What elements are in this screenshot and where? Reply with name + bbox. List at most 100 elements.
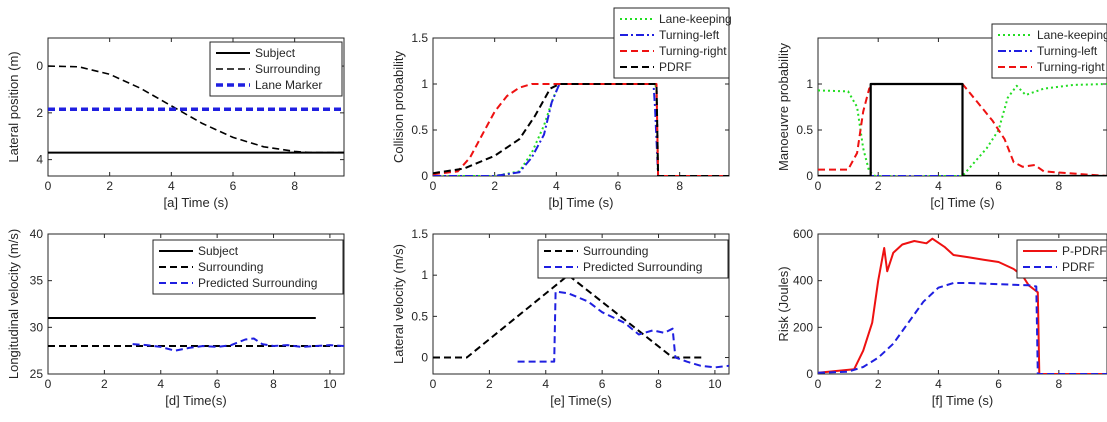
x-tick-label: 0 — [815, 179, 822, 193]
legend-entry: Subject — [198, 244, 239, 258]
plot-frame — [432, 233, 730, 375]
y-tick-label: 35 — [30, 274, 44, 288]
y-tick-label: 25 — [30, 367, 44, 381]
x-tick-label: 2 — [875, 377, 882, 391]
legend-entry: Lane-keeping — [1037, 28, 1107, 42]
x-tick-label: 8 — [1055, 179, 1062, 193]
y-tick-label: 600 — [793, 227, 813, 241]
y-axis-label: Lateral velocity (m/s) — [391, 244, 406, 364]
x-axis-label: [c] Time (s) — [930, 195, 994, 210]
chart-panel-6: 0 2 4 6 8 0 200 400 600 [f] Time (s) Risk (Joules)… — [776, 227, 1107, 408]
y-tick-label: 1.5 — [411, 227, 428, 241]
legend-entry: Lane-keeping — [659, 12, 732, 26]
chart-panel-5: 0 2 4 6 8 10 0 0.5 1 1.5 [e] Time(s) Lateral veloci… — [391, 227, 730, 408]
x-tick-label: 0 — [45, 179, 52, 193]
x-tick-label: 4 — [168, 179, 175, 193]
x-tick-label: 8 — [1055, 377, 1062, 391]
y-tick-label: 0 — [806, 169, 813, 183]
legend: Subject Surrounding Lane Marker — [209, 41, 343, 97]
y-tick-label: 30 — [30, 320, 44, 334]
series-group — [48, 317, 344, 352]
x-tick-label: 0 — [430, 179, 437, 193]
legend-entry: Lane Marker — [255, 78, 322, 92]
x-tick-label: 4 — [157, 377, 164, 391]
legend-entry: PDRF — [659, 60, 692, 74]
series-line-lane-keeping — [818, 83, 1107, 176]
y-tick-label: 0.5 — [796, 123, 813, 137]
series-line-surrounding — [48, 65, 344, 154]
plot-frame — [47, 37, 345, 177]
y-tick-label: 0 — [36, 59, 43, 73]
y-tick-label: 0.5 — [411, 123, 428, 137]
x-tick-label: 8 — [291, 179, 298, 193]
legend: Surrounding Predicted Surrounding — [537, 239, 729, 279]
x-tick-label: 8 — [270, 377, 277, 391]
x-axis-label: [e] Time(s) — [550, 393, 611, 408]
y-tick-label: 1 — [421, 268, 428, 282]
legend-entry: Surrounding — [198, 260, 263, 274]
x-tick-label: 6 — [615, 179, 622, 193]
x-tick-label: 2 — [875, 179, 882, 193]
x-tick-label: 0 — [430, 377, 437, 391]
x-tick-label: 4 — [542, 377, 549, 391]
x-tick-label: 6 — [995, 377, 1002, 391]
legend-box — [537, 239, 729, 279]
y-tick-label: 0 — [421, 351, 428, 365]
x-tick-label: 0 — [45, 377, 52, 391]
plot-frame — [817, 233, 1107, 375]
plot-frame — [432, 37, 730, 177]
chart-panel-2: 0 2 4 6 8 0 0.5 1 1.5 [b] Time (s) Collision proba… — [391, 7, 732, 210]
x-tick-label: 8 — [655, 377, 662, 391]
series-line-turning-right — [433, 83, 729, 176]
legend-entry: PDRF — [1062, 260, 1095, 274]
series-line-predicted-surrounding — [517, 290, 729, 369]
legend: Lane-keeping Turning-left Turning-right PDR… — [613, 7, 732, 79]
x-tick-label: 6 — [599, 377, 606, 391]
series-group — [818, 237, 1107, 374]
x-axis-label: [f] Time (s) — [932, 393, 993, 408]
series-line-turning-left — [433, 83, 729, 176]
series-line-pdrf — [818, 282, 1107, 374]
y-tick-label: 1 — [806, 77, 813, 91]
x-tick-label: 6 — [995, 179, 1002, 193]
y-tick-label: 1.5 — [411, 31, 428, 45]
x-tick-label: 2 — [491, 179, 498, 193]
legend-box — [1016, 239, 1107, 279]
x-tick-label: 10 — [323, 377, 337, 391]
legend-entry: Predicted Surrounding — [583, 260, 702, 274]
x-tick-label: 6 — [230, 179, 237, 193]
x-tick-label: 2 — [101, 377, 108, 391]
x-tick-label: 0 — [815, 377, 822, 391]
x-tick-label: 6 — [214, 377, 221, 391]
x-axis-label: [b] Time (s) — [548, 195, 613, 210]
y-tick-label: 1 — [421, 77, 428, 91]
series-line-surrounding — [433, 274, 704, 359]
series-group — [48, 65, 344, 154]
series-line-predicted-surrounding — [132, 337, 344, 352]
legend-entry: Turning-left — [659, 28, 720, 42]
legend-entry: Turning-left — [1037, 44, 1098, 58]
chart-panel-3: 0 2 4 6 8 0 0.5 1 [c] Time (s) Manoeuvre probabil… — [776, 23, 1107, 210]
series-line-unlabeled — [818, 82, 1107, 176]
y-tick-label: 0 — [421, 169, 428, 183]
legend: P-PDRF PDRF — [1016, 239, 1107, 279]
y-axis-label: Longitudinal velocity (m/s) — [6, 229, 21, 379]
legend-entry: Predicted Surrounding — [198, 276, 317, 290]
series-line-pdrf — [433, 83, 729, 176]
plot-frame — [47, 233, 345, 375]
y-tick-label: 400 — [793, 274, 813, 288]
y-tick-label: 2 — [36, 106, 43, 120]
y-axis-label: Collision probability — [391, 51, 406, 163]
legend: Subject Surrounding Predicted Surrounding — [152, 239, 344, 295]
x-axis-label: [a] Time (s) — [163, 195, 228, 210]
y-tick-label: 200 — [793, 320, 813, 334]
x-tick-label: 8 — [676, 179, 683, 193]
x-tick-label: 2 — [486, 377, 493, 391]
y-tick-label: 4 — [36, 153, 43, 167]
y-tick-label: 0 — [806, 367, 813, 381]
x-tick-label: 10 — [708, 377, 722, 391]
series-line-turning-right — [818, 83, 1107, 176]
y-axis-label: Risk (Joules) — [776, 266, 791, 341]
legend-entry: Turning-right — [659, 44, 727, 58]
